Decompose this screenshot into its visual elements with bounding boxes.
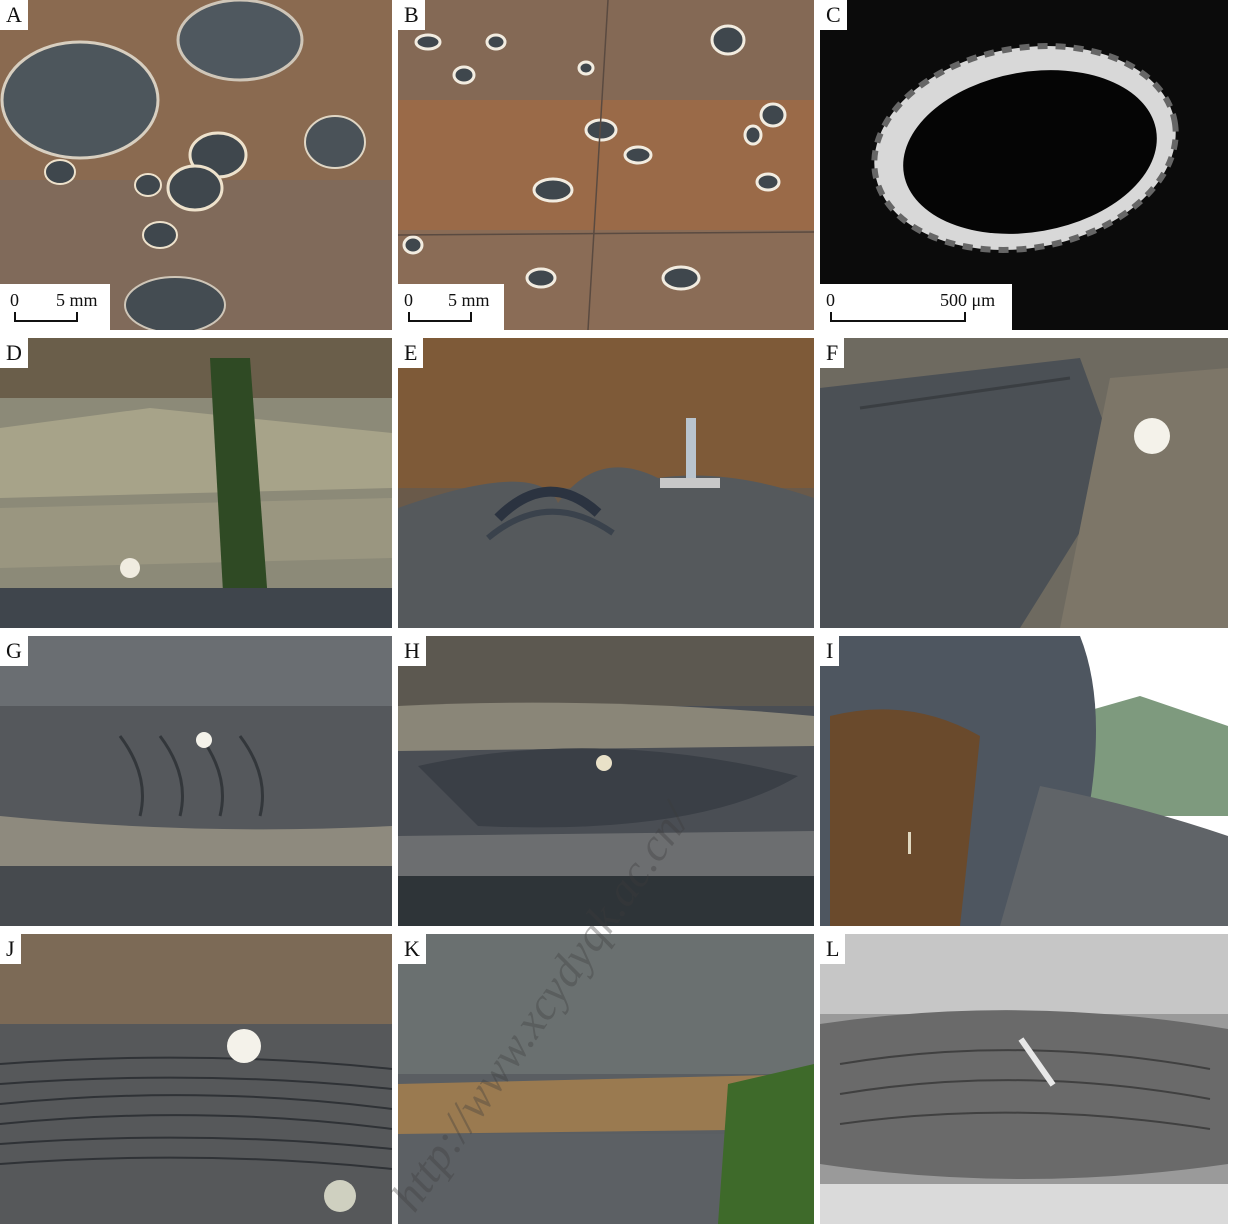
scale-start: 0 xyxy=(826,290,835,310)
panel-label: B xyxy=(398,0,425,30)
photo-outcrop-h xyxy=(398,636,814,926)
panel-label: H xyxy=(398,636,426,666)
scale-start: 0 xyxy=(10,290,19,310)
panel-e: E xyxy=(398,338,814,628)
panel-h: H xyxy=(398,636,814,926)
panel-label: A xyxy=(0,0,28,30)
photo-outcrop-k xyxy=(398,934,814,1224)
photo-outcrop-j xyxy=(0,934,392,1224)
panel-b: B 0 5 mm xyxy=(398,0,814,330)
scale-bar: 0 500 μm xyxy=(820,284,1012,330)
scale-end: 500 μm xyxy=(940,290,996,310)
panel-label: L xyxy=(820,934,846,964)
photo-outcrop-l xyxy=(820,934,1228,1224)
panel-label: F xyxy=(820,338,845,368)
panel-label: E xyxy=(398,338,424,368)
photo-micrograph-c xyxy=(820,0,1228,330)
photo-outcrop-d xyxy=(0,338,392,628)
scale-end: 5 mm xyxy=(56,290,98,310)
scale-bar: 0 5 mm xyxy=(0,284,110,330)
panel-c: C 0 500 μm xyxy=(820,0,1228,330)
panel-label: I xyxy=(820,636,840,666)
panel-label: J xyxy=(0,934,21,964)
photo-outcrop-e xyxy=(398,338,814,628)
panel-label: G xyxy=(0,636,28,666)
panel-a: A 0 5 mm xyxy=(0,0,392,330)
scale-end: 5 mm xyxy=(448,290,490,310)
panel-label: C xyxy=(820,0,847,30)
photo-outcrop-f xyxy=(820,338,1228,628)
scale-start: 0 xyxy=(404,290,413,310)
scale-bar: 0 5 mm xyxy=(398,284,504,330)
photo-outcrop-g xyxy=(0,636,392,926)
panel-g: G xyxy=(0,636,392,926)
panel-f: F xyxy=(820,338,1228,628)
panel-d: D xyxy=(0,338,392,628)
panel-l: L xyxy=(820,934,1228,1224)
panel-i: I xyxy=(820,636,1228,926)
panel-k: K xyxy=(398,934,814,1224)
panel-label: K xyxy=(398,934,426,964)
photo-concretions-b xyxy=(398,0,814,330)
panel-label: D xyxy=(0,338,28,368)
panel-j: J xyxy=(0,934,392,1224)
photo-concretions-a xyxy=(0,0,392,330)
photo-outcrop-i xyxy=(820,636,1228,926)
